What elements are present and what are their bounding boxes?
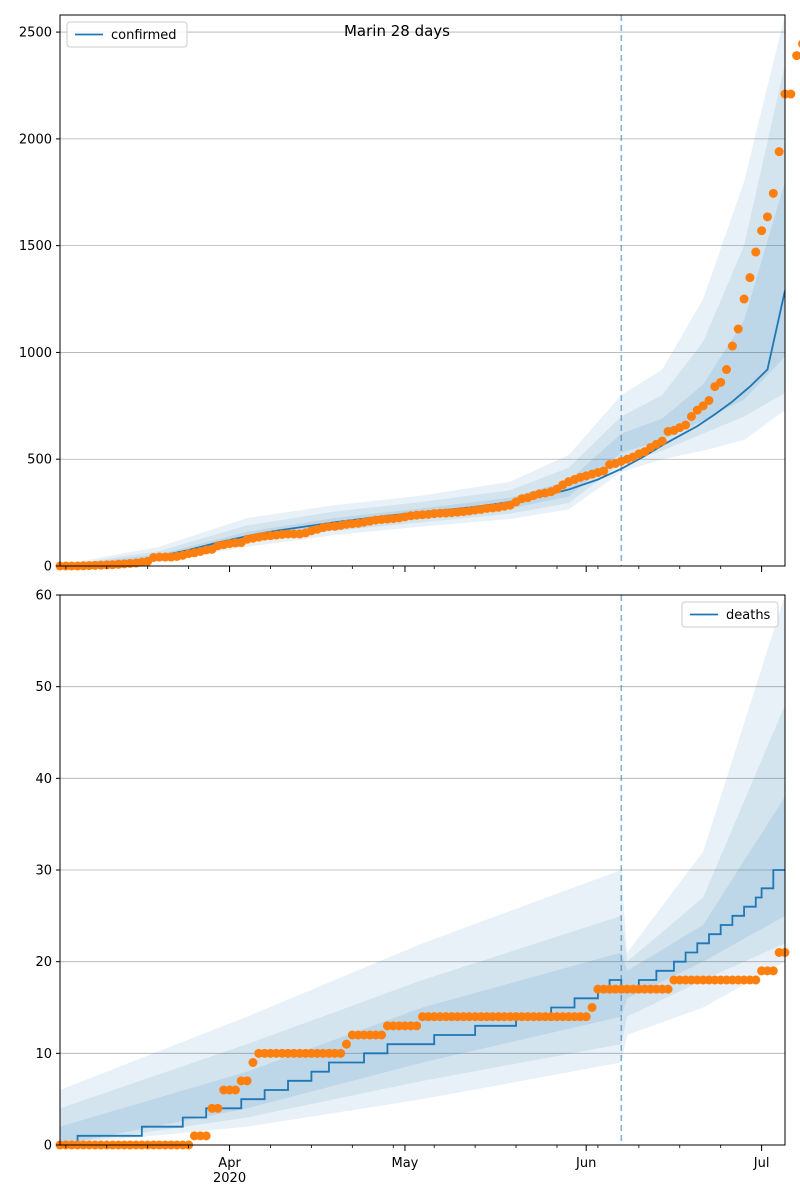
observed-point — [698, 401, 708, 411]
band-80-area — [60, 705, 785, 1145]
x-tick-label: May — [392, 1156, 419, 1171]
observed-point — [739, 294, 749, 304]
observed-point — [686, 412, 696, 422]
plot-area — [60, 595, 785, 1145]
legend: deaths — [681, 601, 779, 628]
observed-point — [774, 147, 784, 157]
x-tick-sublabel: 2020 — [213, 1171, 246, 1186]
observed-point — [336, 1048, 346, 1058]
y-tick-label: 50 — [35, 680, 52, 695]
legend-label: deaths — [726, 608, 771, 623]
observed-point — [792, 51, 800, 61]
observed-point — [727, 341, 737, 351]
observed-point — [786, 89, 796, 99]
observed-point — [657, 436, 667, 446]
observed-point — [733, 324, 743, 334]
y-tick-label: 0 — [44, 560, 52, 575]
observed-point — [681, 420, 691, 430]
band-50-area — [60, 796, 785, 1145]
observed-point — [722, 365, 732, 375]
y-tick-label: 30 — [35, 864, 52, 879]
x-tick-label: Apr — [218, 1156, 241, 1171]
observed-point — [745, 273, 755, 283]
y-tick-label: 500 — [27, 453, 52, 468]
legend-box — [681, 601, 779, 628]
observed-point — [213, 1103, 223, 1113]
y-tick-label: 10 — [35, 1047, 52, 1062]
observed-point — [751, 247, 761, 257]
x-tick-label: Jun — [575, 1156, 596, 1171]
y-tick-label: 1500 — [19, 239, 52, 254]
observed-point — [581, 1012, 591, 1022]
observed-point — [768, 966, 778, 976]
median-line — [60, 869, 785, 1145]
band-95-area — [60, 595, 785, 1145]
y-tick-label: 40 — [35, 772, 52, 787]
axes-frame — [59, 14, 786, 567]
observed-point — [587, 1003, 597, 1012]
observed-point — [762, 212, 772, 222]
observed-point — [230, 1085, 240, 1095]
y-tick-label: 1000 — [19, 346, 52, 361]
observed-point — [704, 395, 714, 405]
band-80-area — [60, 64, 785, 566]
observed-point — [248, 1058, 258, 1067]
observed-point — [377, 1030, 387, 1040]
y-tick-label: 2000 — [19, 132, 52, 147]
observed-point — [341, 1039, 351, 1049]
y-tick-label: 2500 — [19, 26, 52, 41]
x-tick-label: Jul — [753, 1156, 770, 1171]
legend-box — [66, 21, 188, 48]
y-tick-label: 60 — [35, 589, 52, 604]
figure-title: Marin 28 days — [344, 22, 450, 40]
legend-label: confirmed — [111, 28, 177, 43]
observed-point — [757, 226, 767, 236]
observed-point — [201, 1131, 211, 1141]
observed-point — [599, 466, 609, 476]
observed-point — [242, 1076, 252, 1086]
observed-point — [768, 188, 778, 198]
band-95-area — [60, 15, 785, 566]
confirmed-panel: 0 500 1000 1500 2000 2500 confirmed — [19, 14, 800, 575]
observed-point — [412, 1021, 422, 1031]
observed-point — [663, 984, 673, 994]
y-tick-label: 20 — [35, 955, 52, 970]
observed-point — [716, 377, 726, 387]
legend: confirmed — [66, 21, 188, 48]
observed-point — [751, 975, 761, 985]
y-tick-label: 0 — [44, 1139, 52, 1154]
